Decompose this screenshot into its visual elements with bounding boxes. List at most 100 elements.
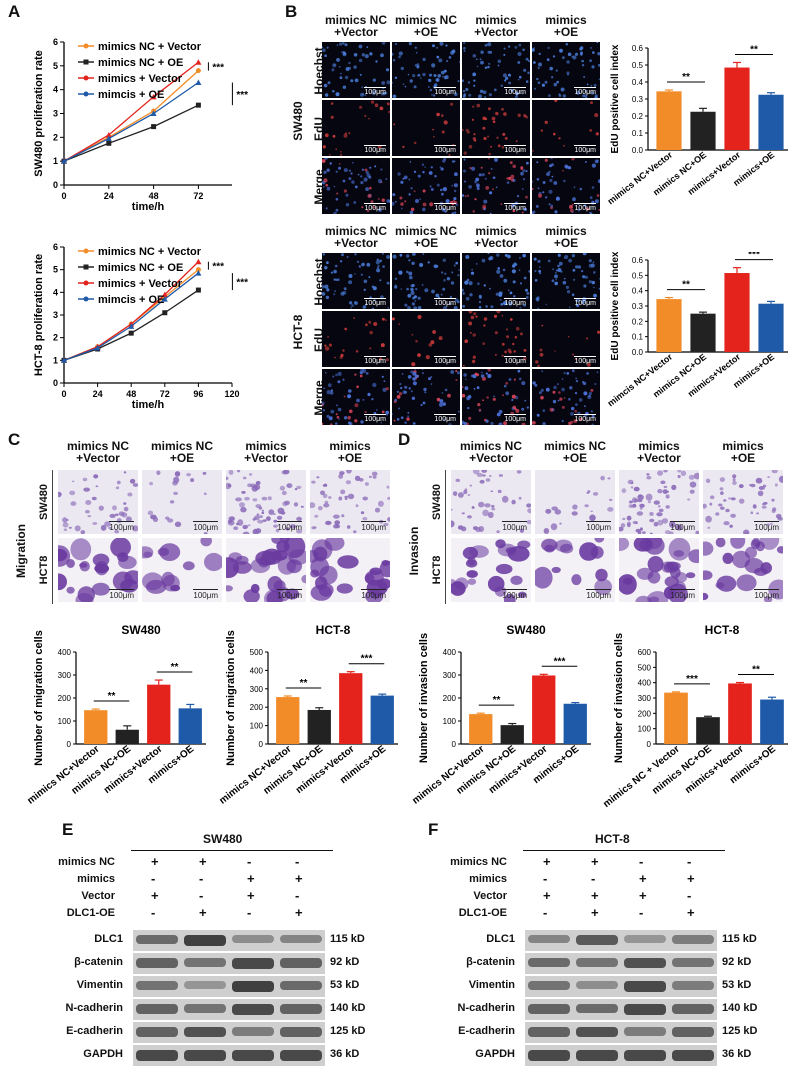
fluorescence-image: 100μm xyxy=(462,158,530,214)
protein-label: Vimentin xyxy=(76,979,123,991)
protein-label: GAPDH xyxy=(83,1048,123,1060)
row-label: HCT8 xyxy=(431,555,443,585)
blot-band xyxy=(528,981,570,990)
blot-band xyxy=(624,1050,666,1061)
y-tick-label: 0.6 xyxy=(632,256,644,265)
scale-bar: 100μm xyxy=(364,145,386,154)
y-axis-label: Number of invasion cells xyxy=(613,633,625,763)
series-line xyxy=(63,104,199,162)
blot-strip xyxy=(525,953,717,974)
protein-label: DLC1 xyxy=(486,933,515,945)
x-tick-label: 0 xyxy=(61,191,66,201)
y-axis-label: Number of migration cells xyxy=(33,630,45,766)
scale-bar: 100μm xyxy=(434,356,456,365)
cell-nuclei xyxy=(532,369,599,425)
scale-bar: 100μm xyxy=(586,589,611,600)
scale-bar: 100μm xyxy=(434,203,456,212)
y-tick-label: 0.1 xyxy=(632,129,644,138)
y-tick-label: 0.1 xyxy=(632,333,644,342)
legend-marker xyxy=(83,75,89,81)
blot-band xyxy=(576,958,618,967)
bar xyxy=(178,708,202,744)
bar xyxy=(500,725,524,744)
scale-bar: 100μm xyxy=(361,521,386,532)
fluorescence-image: 100μm xyxy=(322,100,390,156)
condition-label: mimics xyxy=(469,873,507,885)
data-point xyxy=(162,310,168,316)
column-header: mimics NC +Vector xyxy=(324,13,388,39)
invasion-image-grid: mimics NC +Vector mimics NC +OE mimics +Ve… xyxy=(405,440,790,610)
bar xyxy=(724,273,750,352)
scale-bar: 100μm xyxy=(574,145,596,154)
x-axis-label: time/h xyxy=(132,399,165,411)
y-axis-label: EdU positive cell index xyxy=(610,44,621,153)
y-tick-label: 200 xyxy=(443,694,457,703)
y-axis-label: Number of invasion cells xyxy=(418,633,430,763)
x-tick-label: 72 xyxy=(160,389,170,399)
scale-bar: 100μm xyxy=(502,521,527,532)
stained-cells xyxy=(310,538,390,602)
blot-strip xyxy=(525,930,717,951)
blot-band xyxy=(280,1050,322,1061)
bar xyxy=(728,683,752,744)
condition-mark: + xyxy=(687,905,695,920)
column-header: mimics +OE xyxy=(545,13,587,39)
sig-label: ** xyxy=(682,280,690,291)
cell-line-label: SW480 xyxy=(291,101,305,141)
bar xyxy=(84,710,108,744)
row-divider xyxy=(52,470,53,604)
fluorescence-image: 100μm xyxy=(532,311,600,367)
migration-image-grid: mimics NC +Vector mimics NC +OE mimics +Ve… xyxy=(12,440,397,610)
y-tick-label: 0.3 xyxy=(632,302,644,311)
x-tick-label: 0 xyxy=(61,389,66,399)
edu-bar-chart-sw480: 0.0 0.1 0.2 0.3 0.4 0.5 0.6 EdU positive cell i… xyxy=(608,44,788,206)
cell-nuclei xyxy=(322,100,390,156)
stained-cells xyxy=(226,470,304,534)
blot-band xyxy=(136,1050,178,1061)
condition-mark: + xyxy=(247,871,255,886)
blot-band xyxy=(232,935,274,944)
molecular-weight: 53 kD xyxy=(722,979,752,991)
column-header: mimics NC +OE xyxy=(543,439,607,465)
data-point xyxy=(195,287,201,293)
condition-mark: + xyxy=(199,854,207,869)
blot-band xyxy=(184,1050,226,1061)
y-tick-label: 0.3 xyxy=(632,95,644,104)
y-tick-label: 500 xyxy=(250,648,264,657)
legend-marker xyxy=(83,59,89,65)
stained-cells xyxy=(619,470,699,534)
y-tick-label: 300 xyxy=(443,671,457,680)
column-header: mimics NC +Vector xyxy=(459,439,523,465)
scale-bar: 100μm xyxy=(754,589,779,600)
blot-strip xyxy=(525,1045,717,1066)
blot-band xyxy=(280,981,322,991)
y-tick-label: 100 xyxy=(250,722,264,731)
data-point xyxy=(195,258,202,265)
y-tick-label: 0.2 xyxy=(632,112,644,121)
sig-label: ** xyxy=(682,72,690,83)
condition-mark: + xyxy=(687,871,695,886)
series-line xyxy=(63,81,199,162)
protein-label: β-catenin xyxy=(466,956,515,968)
data-point xyxy=(105,135,112,142)
blot-band xyxy=(528,1027,570,1037)
y-tick-label: 500 xyxy=(638,663,652,672)
condition-label: mimics xyxy=(77,873,115,885)
blot-strip xyxy=(525,1022,717,1043)
blot-band xyxy=(184,958,226,967)
blot-band xyxy=(280,1027,322,1037)
y-tick-label: 6 xyxy=(53,242,58,252)
scale-bar: 100μm xyxy=(434,87,456,96)
y-tick-label: 0.0 xyxy=(632,146,644,155)
scale-bar: 100μm xyxy=(364,87,386,96)
condition-mark: + xyxy=(247,888,255,903)
blot-band xyxy=(672,1050,714,1061)
y-tick-label: 300 xyxy=(58,671,72,680)
panel-label-b: B xyxy=(285,2,298,21)
blot-strip xyxy=(525,976,717,997)
y-axis-label: EdU positive cell index xyxy=(610,252,621,360)
blot-band xyxy=(280,1004,322,1014)
blot-band xyxy=(280,958,322,968)
legend-marker xyxy=(83,280,89,286)
blot-band xyxy=(136,1004,178,1014)
